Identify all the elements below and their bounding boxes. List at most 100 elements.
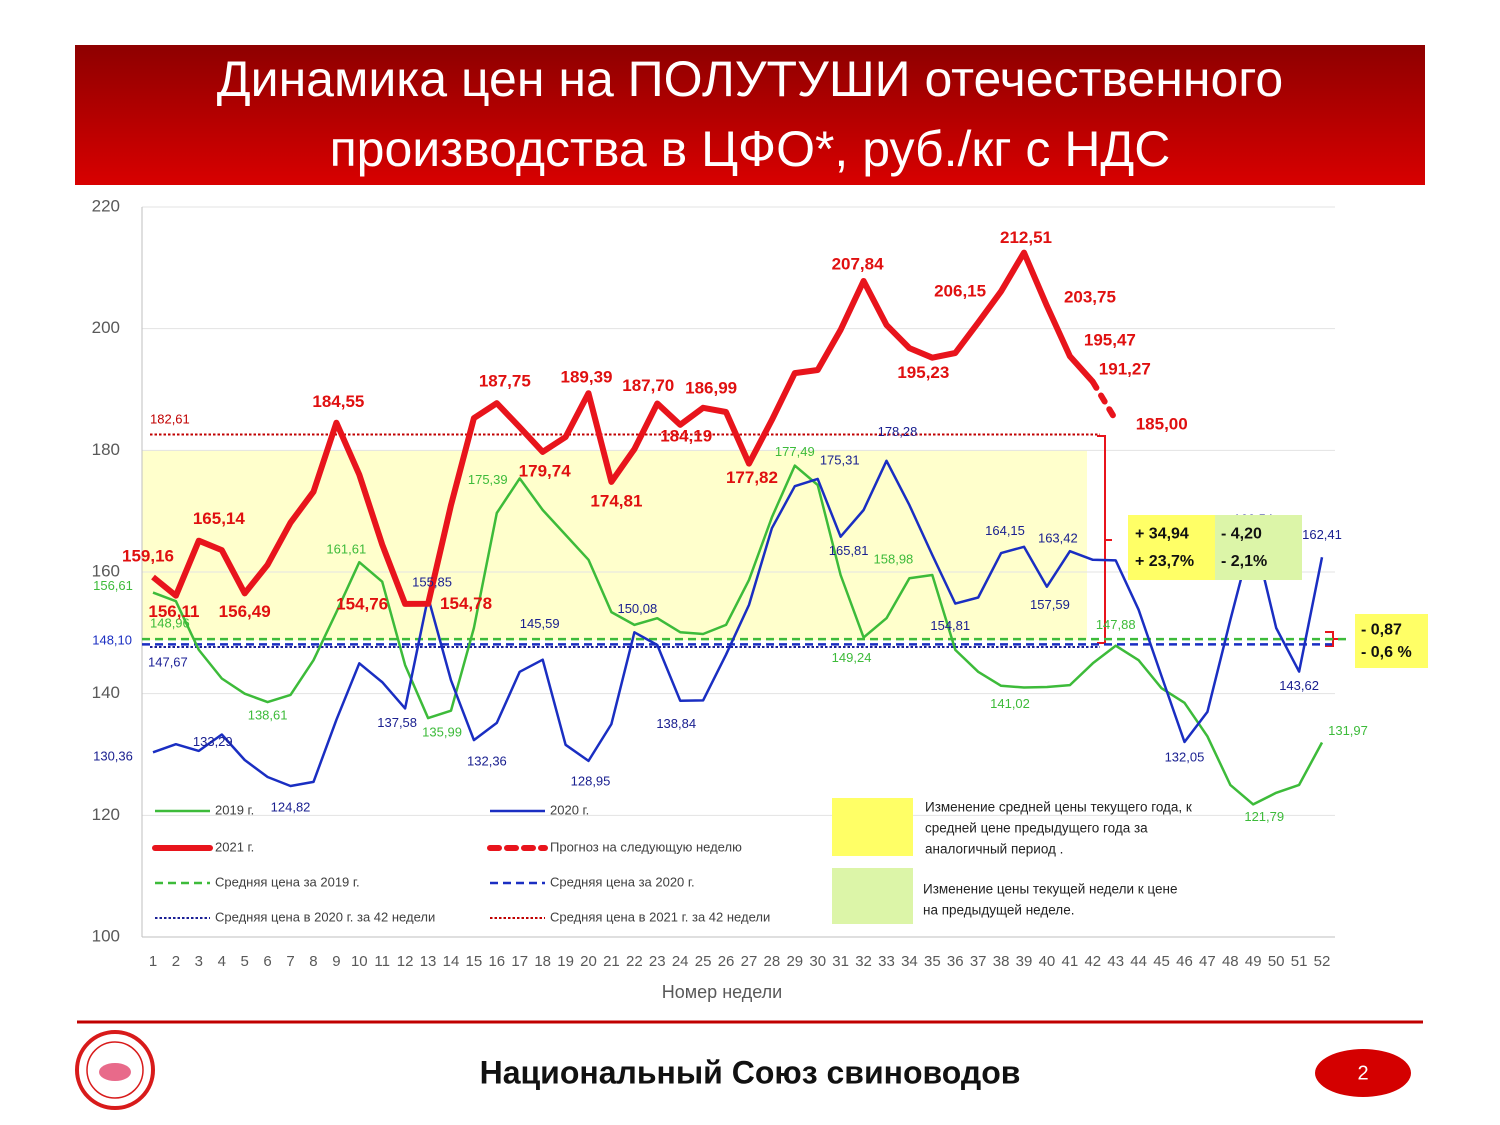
note-swatch	[832, 798, 913, 856]
data-label: 158,98	[874, 552, 914, 567]
x-tick-label: 5	[241, 953, 249, 970]
y-tick-label: 180	[92, 440, 120, 459]
x-tick-label: 15	[466, 953, 483, 970]
x-tick-label: 4	[218, 953, 226, 970]
y-tick-label: 140	[92, 683, 120, 702]
x-tick-label: 35	[924, 953, 941, 970]
annotation-box	[1215, 515, 1302, 580]
note-text: Изменение средней цены текущего года, к	[925, 800, 1192, 815]
data-label: 124,82	[271, 799, 311, 814]
data-label: 177,49	[775, 444, 815, 459]
data-label: 150,08	[617, 601, 657, 616]
x-tick-label: 8	[309, 953, 317, 970]
x-tick-label: 22	[626, 953, 643, 970]
data-label: 132,05	[1165, 749, 1205, 764]
x-axis-title: Номер недели	[662, 982, 782, 1002]
data-label: 186,99	[685, 378, 737, 397]
legend-label: 2019 г.	[215, 802, 254, 817]
data-label: 128,95	[571, 773, 611, 788]
data-label: 135,99	[422, 724, 462, 739]
title-bar	[75, 45, 1425, 185]
data-label: 154,76	[336, 594, 388, 613]
page-number: 2	[1357, 1062, 1368, 1084]
x-tick-label: 25	[695, 953, 712, 970]
x-tick-label: 24	[672, 953, 689, 970]
bracket	[1097, 435, 1112, 644]
x-tick-label: 12	[397, 953, 414, 970]
data-label: 178,28	[878, 424, 918, 439]
data-label: 187,70	[622, 376, 674, 395]
note-swatch	[832, 868, 913, 924]
x-tick-label: 34	[901, 953, 918, 970]
data-label: 156,61	[93, 578, 133, 593]
series-line	[152, 459, 1324, 788]
reference-label: 148,96	[150, 615, 190, 630]
data-label: 203,75	[1064, 287, 1116, 306]
footer-organization: Национальный Союз свиноводов	[480, 1054, 1021, 1090]
data-label: 174,81	[590, 491, 642, 510]
x-tick-label: 20	[580, 953, 597, 970]
data-label: 175,31	[820, 452, 860, 467]
x-tick-label: 49	[1245, 953, 1262, 970]
reference-label: 147,67	[148, 654, 188, 669]
data-label: 195,23	[897, 363, 949, 382]
annotation-text: - 0,87	[1361, 621, 1402, 638]
data-label: 145,59	[520, 616, 560, 631]
annotation-text: - 2,1%	[1221, 553, 1267, 570]
annotation-text: - 4,20	[1221, 526, 1262, 543]
chart-title: производства в ЦФО*, руб./кг с НДС	[330, 121, 1171, 177]
data-label: 159,16	[122, 547, 174, 566]
data-label: 138,84	[656, 716, 696, 731]
reference-label: 182,61	[150, 411, 190, 426]
data-label: 195,47	[1084, 331, 1136, 350]
y-tick-label: 160	[92, 561, 120, 580]
data-label: 184,55	[312, 392, 364, 411]
reference-label: 148,10	[92, 632, 132, 647]
annotation-box	[1355, 614, 1428, 668]
data-label: 155,85	[412, 575, 452, 590]
data-label: 141,02	[990, 696, 1030, 711]
y-tick-label: 200	[92, 318, 120, 337]
data-label: 156,11	[148, 602, 199, 621]
data-label: 163,42	[1038, 531, 1078, 546]
data-label: 132,36	[467, 754, 507, 769]
note-text: аналогичный период .	[925, 842, 1063, 857]
data-label: 130,36	[93, 749, 133, 764]
annotation-text: - 0,6 %	[1361, 644, 1412, 661]
series-line	[1089, 378, 1119, 423]
x-tick-label: 30	[809, 953, 826, 970]
x-tick-label: 37	[970, 953, 987, 970]
series-line	[152, 464, 1324, 806]
x-tick-label: 42	[1084, 953, 1101, 970]
y-tick-label: 120	[92, 805, 120, 824]
x-tick-label: 18	[534, 953, 551, 970]
data-label: 184,19	[660, 426, 712, 445]
x-tick-label: 21	[603, 953, 620, 970]
data-label: 179,74	[519, 461, 572, 480]
x-tick-label: 16	[488, 953, 505, 970]
x-tick-label: 48	[1222, 953, 1239, 970]
page-badge	[1315, 1049, 1411, 1097]
x-tick-label: 28	[764, 953, 781, 970]
x-tick-label: 39	[1016, 953, 1033, 970]
data-label: 165,81	[829, 543, 869, 558]
data-label: 175,39	[468, 472, 508, 487]
x-tick-label: 51	[1291, 953, 1308, 970]
x-tick-label: 27	[741, 953, 758, 970]
data-label: 177,82	[726, 468, 778, 487]
x-tick-label: 2	[172, 953, 180, 970]
data-label: 187,75	[479, 372, 531, 391]
data-label: 164,15	[985, 523, 1025, 538]
series-line	[151, 249, 1096, 607]
x-tick-label: 50	[1268, 953, 1285, 970]
legend-label: Средняя цена в 2021 г. за 42 недели	[550, 909, 770, 924]
data-label: 185,00	[1136, 414, 1188, 433]
data-label: 154,78	[440, 594, 492, 613]
x-tick-label: 29	[786, 953, 803, 970]
data-label: 143,62	[1279, 678, 1319, 693]
x-tick-label: 47	[1199, 953, 1216, 970]
data-label: 133,29	[193, 734, 233, 749]
annotation-text: + 23,7%	[1135, 553, 1194, 570]
y-tick-label: 220	[92, 196, 120, 215]
